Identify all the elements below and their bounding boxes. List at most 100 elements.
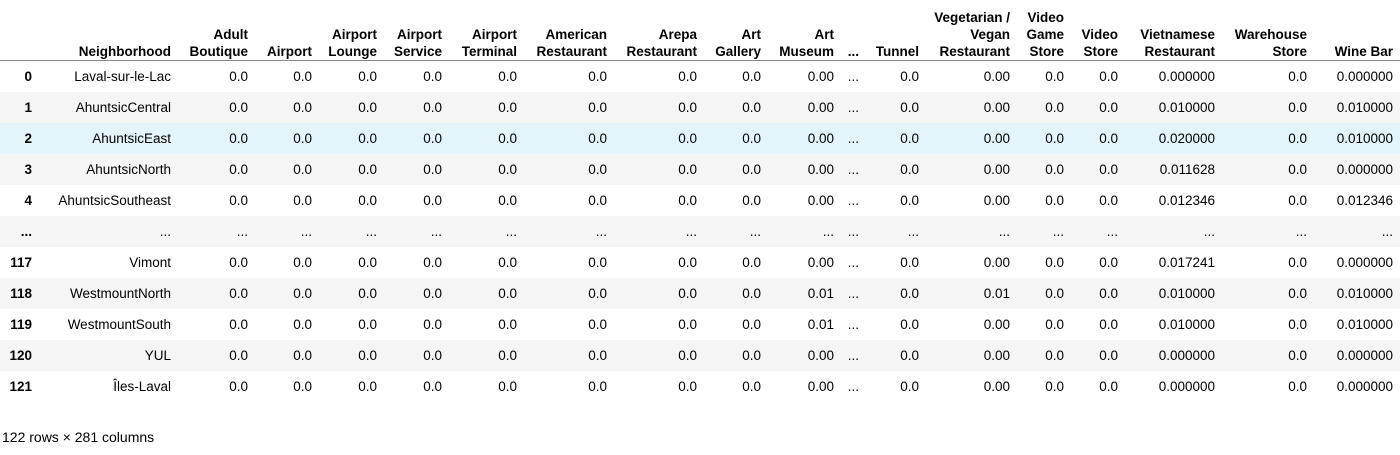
table-cell: 0.012346 bbox=[1336, 193, 1393, 208]
table-cell: 0.0 bbox=[423, 286, 442, 301]
table-cell: 0.010000 bbox=[1336, 286, 1393, 301]
table-cell: 0.01 bbox=[807, 317, 834, 332]
table-cell: 0.0 bbox=[358, 69, 377, 84]
table-cell: 0.0 bbox=[678, 162, 697, 177]
table-cell: ... bbox=[236, 224, 248, 239]
table-cell: 0.0 bbox=[1288, 379, 1307, 394]
table-cell: 0.0 bbox=[423, 255, 442, 270]
table-cell: ... bbox=[847, 379, 859, 394]
table-cell: 0.00 bbox=[807, 100, 834, 115]
table-cell: 0.00 bbox=[807, 348, 834, 363]
neighborhood-cell: AhuntsicCentral bbox=[75, 100, 171, 115]
table-cell: 0.0 bbox=[498, 100, 517, 115]
table-cell: ... bbox=[847, 317, 859, 332]
row-index: 3 bbox=[24, 162, 32, 177]
table-cell: 0.0 bbox=[1045, 193, 1064, 208]
table-cell: 0.010000 bbox=[1336, 100, 1393, 115]
table-cell: 0.0 bbox=[678, 348, 697, 363]
neighborhood-cell: AhuntsicNorth bbox=[86, 162, 171, 177]
column-header: Warehouse Store bbox=[1222, 6, 1314, 61]
table-cell: 0.0 bbox=[742, 193, 761, 208]
table-cell: ... bbox=[998, 224, 1010, 239]
table-cell: 0.0 bbox=[900, 379, 919, 394]
table-cell: 0.0 bbox=[588, 100, 607, 115]
table-cell: 0.0 bbox=[588, 317, 607, 332]
table-cell: 0.010000 bbox=[1336, 131, 1393, 146]
table-cell: 0.0 bbox=[678, 286, 697, 301]
table-cell: 0.0 bbox=[229, 348, 248, 363]
table-cell: 0.0 bbox=[229, 255, 248, 270]
table-cell: 0.0 bbox=[588, 255, 607, 270]
neighborhood-cell: Îles-Laval bbox=[113, 379, 171, 394]
table-cell: ... bbox=[1052, 224, 1064, 239]
table-cell: 0.0 bbox=[588, 162, 607, 177]
table-cell: 0.0 bbox=[900, 348, 919, 363]
table-cell: 0.00 bbox=[983, 69, 1010, 84]
table-cell: 0.017241 bbox=[1158, 255, 1215, 270]
table-cell: 0.0 bbox=[742, 69, 761, 84]
table-cell: ... bbox=[300, 224, 312, 239]
table-cell: 0.0 bbox=[1099, 379, 1118, 394]
table-cell: 0.0 bbox=[900, 131, 919, 146]
column-header: Vegetarian / Vegan Restaurant bbox=[926, 6, 1017, 61]
table-cell: 0.0 bbox=[293, 379, 312, 394]
table-body: 0 Laval-sur-le-Lac 0.0 0.0 0.0 0.0 0.0 0.0 0.0 0.… bbox=[0, 61, 1400, 403]
table-cell: 0.00 bbox=[983, 379, 1010, 394]
table-cell: ... bbox=[847, 69, 859, 84]
table-cell: 0.0 bbox=[293, 348, 312, 363]
neighborhood-cell: Vimont bbox=[129, 255, 171, 270]
table-cell: 0.0 bbox=[1288, 255, 1307, 270]
table-cell: 0.0 bbox=[498, 69, 517, 84]
table-cell: 0.0 bbox=[358, 286, 377, 301]
table-cell: 0.0 bbox=[588, 131, 607, 146]
table-summary: 122 rows × 281 columns bbox=[2, 429, 155, 445]
table-cell: 0.0 bbox=[1099, 162, 1118, 177]
row-index: 1 bbox=[24, 100, 32, 115]
table-cell: 0.0 bbox=[293, 317, 312, 332]
table-cell: 0.000000 bbox=[1336, 69, 1393, 84]
table-cell: 0.0 bbox=[1045, 162, 1064, 177]
table-cell: 0.0 bbox=[742, 317, 761, 332]
table-cell: ... bbox=[847, 131, 859, 146]
dataframe-table: Neighborhood Adult Boutique Airport Airport… bbox=[0, 6, 1400, 402]
table-cell: ... bbox=[847, 348, 859, 363]
table-cell: ... bbox=[847, 162, 859, 177]
table-cell: 0.0 bbox=[423, 131, 442, 146]
table-cell: 0.0 bbox=[742, 162, 761, 177]
table-cell: ... bbox=[749, 224, 761, 239]
table-cell: 0.0 bbox=[742, 379, 761, 394]
table-cell: ... bbox=[505, 224, 517, 239]
table-cell: 0.0 bbox=[1099, 317, 1118, 332]
table-cell: 0.0 bbox=[358, 131, 377, 146]
table-cell: 0.0 bbox=[678, 69, 697, 84]
table-cell: 0.0 bbox=[1288, 286, 1307, 301]
table-cell: 0.0 bbox=[1288, 193, 1307, 208]
table-cell: 0.0 bbox=[678, 379, 697, 394]
table-cell: ... bbox=[907, 224, 919, 239]
table-cell: 0.0 bbox=[229, 286, 248, 301]
table-cell: 0.0 bbox=[588, 286, 607, 301]
table-cell: 0.0 bbox=[1045, 131, 1064, 146]
table-cell: 0.0 bbox=[900, 69, 919, 84]
table-cell: 0.0 bbox=[498, 286, 517, 301]
table-cell: 0.0 bbox=[1045, 69, 1064, 84]
table-row: 4 AhuntsicSoutheast 0.0 0.0 0.0 0.0 0.0 0.0 0.0 0… bbox=[0, 185, 1400, 216]
table-cell: 0.0 bbox=[1288, 348, 1307, 363]
table-cell: 0.0 bbox=[358, 100, 377, 115]
row-index: 121 bbox=[9, 379, 32, 394]
table-cell: 0.0 bbox=[498, 317, 517, 332]
table-row: 2 AhuntsicEast 0.0 0.0 0.0 0.0 0.0 0.0 0.0 0.0 0.0… bbox=[0, 123, 1400, 154]
column-header: Video Game Store bbox=[1017, 6, 1071, 61]
neighborhood-cell: AhuntsicSoutheast bbox=[58, 193, 171, 208]
table-cell: 0.0 bbox=[900, 255, 919, 270]
table-cell: 0.0 bbox=[358, 162, 377, 177]
table-cell: 0.00 bbox=[983, 131, 1010, 146]
table-cell: 0.0 bbox=[1288, 100, 1307, 115]
table-cell: 0.00 bbox=[983, 100, 1010, 115]
table-cell: 0.00 bbox=[807, 193, 834, 208]
table-cell: ... bbox=[847, 286, 859, 301]
table-cell: 0.0 bbox=[742, 348, 761, 363]
table-cell: 0.0 bbox=[1045, 255, 1064, 270]
table-row: 121 Îles-Laval 0.0 0.0 0.0 0.0 0.0 0.0 0.0 0.0 0.0… bbox=[0, 371, 1400, 402]
table-cell: 0.0 bbox=[1099, 69, 1118, 84]
